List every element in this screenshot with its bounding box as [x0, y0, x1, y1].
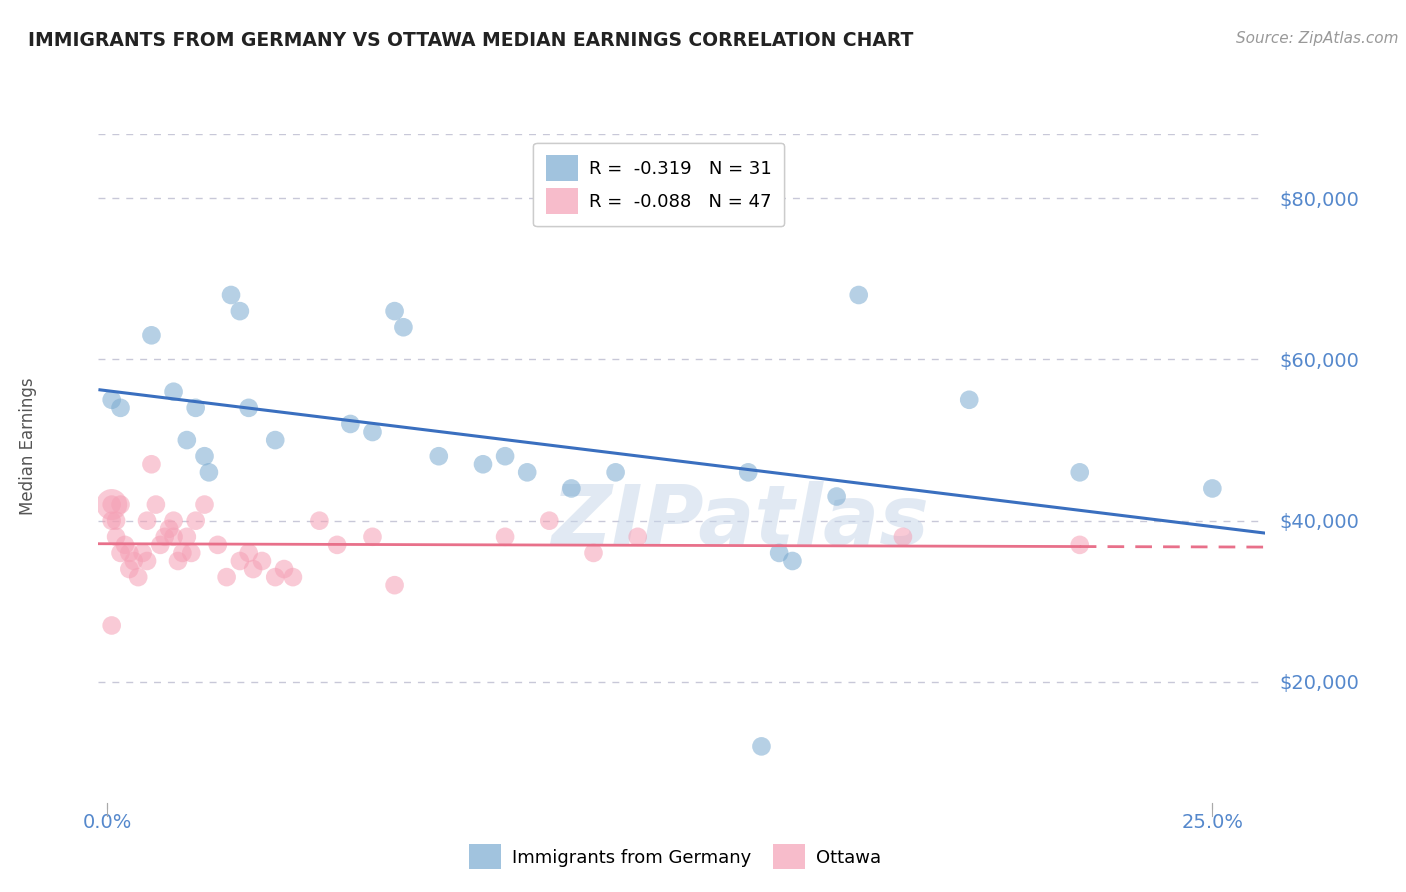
Point	[110, 498, 132, 512]
Point	[751, 739, 773, 754]
Point	[176, 530, 198, 544]
Point	[162, 514, 184, 528]
Point	[494, 449, 516, 463]
Point	[339, 417, 361, 431]
Point	[110, 546, 132, 560]
Point	[229, 554, 252, 568]
Point	[141, 457, 163, 471]
Point	[250, 554, 273, 568]
Point	[627, 530, 650, 544]
Point	[427, 449, 450, 463]
Point	[157, 522, 180, 536]
Point	[891, 530, 914, 544]
Point	[141, 328, 163, 343]
Text: Source: ZipAtlas.com: Source: ZipAtlas.com	[1236, 31, 1399, 46]
Point	[605, 466, 627, 480]
Point	[560, 482, 582, 496]
Point	[127, 570, 149, 584]
Point	[215, 570, 238, 584]
Point	[110, 401, 132, 415]
Text: ZIPatlas: ZIPatlas	[551, 482, 929, 562]
Point	[105, 530, 128, 544]
Point	[131, 546, 153, 560]
Point	[326, 538, 349, 552]
Point	[149, 538, 172, 552]
Point	[384, 578, 406, 592]
Point	[392, 320, 415, 334]
Point	[162, 530, 184, 544]
Point	[737, 466, 759, 480]
Point	[162, 384, 184, 399]
Point	[848, 288, 870, 302]
Point	[193, 449, 215, 463]
Legend: Immigrants from Germany, Ottawa: Immigrants from Germany, Ottawa	[460, 835, 890, 879]
Point	[1069, 538, 1091, 552]
Point	[118, 562, 141, 576]
Point	[582, 546, 605, 560]
Point	[105, 514, 128, 528]
Point	[153, 530, 176, 544]
Point	[136, 554, 159, 568]
Point	[219, 288, 242, 302]
Point	[100, 498, 122, 512]
Point	[176, 433, 198, 447]
Point	[167, 554, 190, 568]
Legend: R =  -0.319   N = 31, R =  -0.088   N = 47: R = -0.319 N = 31, R = -0.088 N = 47	[533, 143, 785, 227]
Point	[184, 514, 207, 528]
Point	[122, 554, 145, 568]
Point	[100, 514, 122, 528]
Point	[516, 466, 538, 480]
Point	[361, 530, 384, 544]
Point	[308, 514, 330, 528]
Point	[100, 618, 122, 632]
Point	[100, 392, 122, 407]
Point	[118, 546, 141, 560]
Point	[264, 433, 287, 447]
Point	[538, 514, 561, 528]
Point	[242, 562, 264, 576]
Point	[180, 546, 202, 560]
Point	[184, 401, 207, 415]
Point	[198, 466, 221, 480]
Point	[264, 570, 287, 584]
Point	[193, 498, 215, 512]
Point	[172, 546, 194, 560]
Point	[472, 457, 495, 471]
Point	[281, 570, 304, 584]
Point	[136, 514, 159, 528]
Text: Median Earnings: Median Earnings	[20, 377, 37, 515]
Text: IMMIGRANTS FROM GERMANY VS OTTAWA MEDIAN EARNINGS CORRELATION CHART: IMMIGRANTS FROM GERMANY VS OTTAWA MEDIAN…	[28, 31, 914, 50]
Point	[229, 304, 252, 318]
Point	[384, 304, 406, 318]
Point	[782, 554, 804, 568]
Point	[238, 546, 260, 560]
Point	[957, 392, 980, 407]
Point	[361, 425, 384, 439]
Point	[207, 538, 229, 552]
Point	[145, 498, 167, 512]
Point	[114, 538, 136, 552]
Point	[1201, 482, 1223, 496]
Point	[273, 562, 295, 576]
Point	[238, 401, 260, 415]
Point	[768, 546, 790, 560]
Point	[494, 530, 516, 544]
Point	[825, 490, 848, 504]
Point	[1069, 466, 1091, 480]
Point	[100, 498, 122, 512]
